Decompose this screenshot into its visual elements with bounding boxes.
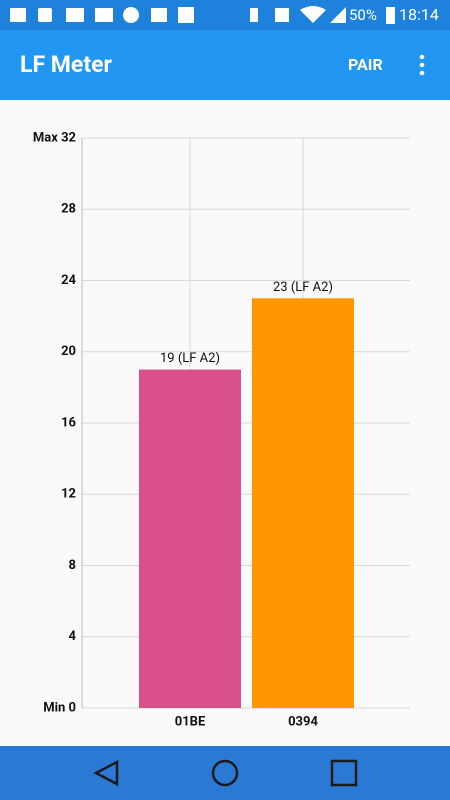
y-tick-label: 24 (61, 273, 76, 288)
x-tick-label: 01BE (175, 714, 206, 729)
icon (123, 7, 139, 23)
y-tick-label: 12 (61, 487, 76, 502)
bar (252, 298, 354, 708)
dot (419, 70, 425, 76)
bluetooth-icon (250, 8, 258, 22)
y-tick-label: Min 0 (43, 700, 76, 715)
clock: 18:14 (399, 5, 439, 24)
icon (10, 8, 26, 22)
y-tick-label: 8 (69, 558, 76, 573)
y-tick-label: 20 (61, 344, 76, 359)
icon (95, 8, 113, 22)
icon (151, 8, 167, 22)
x-tick-label: 0394 (288, 714, 318, 729)
icon (66, 8, 84, 22)
overflow-menu[interactable] (419, 54, 425, 76)
y-tick-label: Max 32 (33, 130, 76, 145)
status-icons (10, 6, 395, 24)
recents-button[interactable] (330, 759, 358, 787)
chart: Min 0 4 8 12 16 20 24 28 Max 32 19 (LF A2) 01BE 23 … (33, 130, 410, 729)
dot (419, 54, 425, 60)
back-button[interactable] (93, 759, 119, 787)
nav-bar (0, 746, 450, 800)
wifi-icon (300, 6, 326, 23)
mute-icon (275, 8, 289, 22)
icon (178, 7, 194, 23)
battery-icon (386, 7, 395, 24)
y-tick-label: 16 (61, 415, 76, 430)
home-button[interactable] (211, 759, 239, 787)
app-title: LF Meter (20, 51, 113, 78)
y-tick-label: 28 (61, 202, 76, 217)
battery-text: 50% (349, 6, 377, 24)
signal-icon (330, 7, 346, 23)
y-tick-label: 4 (69, 629, 77, 644)
pair-button[interactable]: PAIR (348, 55, 383, 74)
app-bar (0, 30, 450, 100)
value-label: 19 (LF A2) (160, 351, 220, 366)
dot (419, 62, 425, 68)
bar (139, 369, 241, 708)
icon (38, 8, 52, 22)
value-label: 23 (LF A2) (273, 280, 333, 295)
